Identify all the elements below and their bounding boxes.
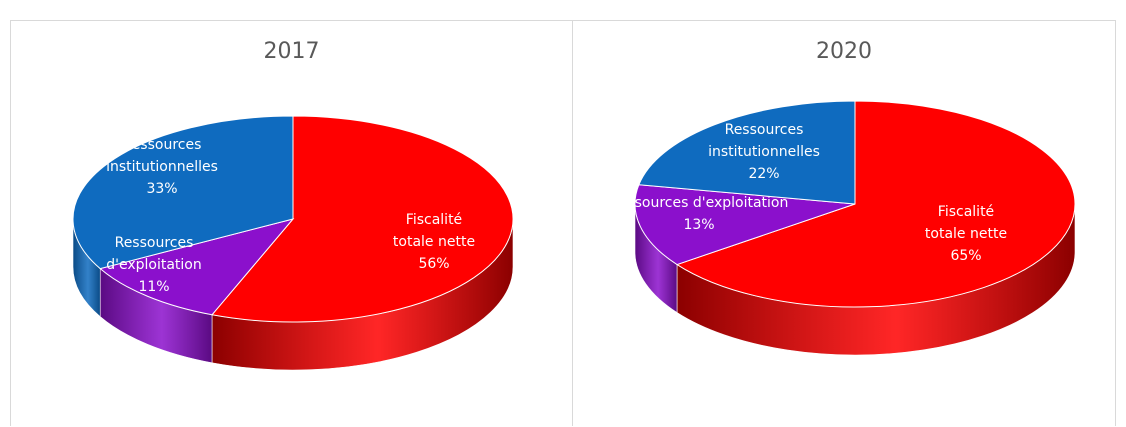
chart-panel-2017: 2017 Fiscalité totale nette 56% Ressources d… xyxy=(10,20,573,426)
pie-slice-fiscalit-totale-nette xyxy=(211,115,514,323)
data-label-fiscalit-totale-nette: Fiscalité totale nette 56% xyxy=(393,212,475,272)
chart-title: 2020 xyxy=(816,39,872,64)
pie-chart-2017: Fiscalité totale nette 56% Ressources d'expl… xyxy=(72,115,514,371)
pie-slice-ressources-d-exploitation xyxy=(99,218,295,316)
pie-slice-ressources-institutionnelles xyxy=(638,100,856,205)
pie-slice-fiscalit-totale-nette xyxy=(675,100,1076,308)
data-label-ressources-d-exploitation: Ressources d'exploitation 13% xyxy=(610,195,789,233)
data-label-fiscalit-totale-nette: Fiscalité totale nette 65% xyxy=(925,204,1007,264)
chart-title: 2017 xyxy=(263,39,320,64)
pie-chart-2020: Fiscalité totale nette 65% Ressources d'exp… xyxy=(610,100,1076,356)
data-label-ressources-d-exploitation: Ressources d'exploitation 11% xyxy=(106,235,202,295)
chart-panel-2020: 2020 Fiscalité totale nette 65% Ressources … xyxy=(572,20,1116,426)
data-label-ressources-institutionnelles: Ressources institutionnelles 33% xyxy=(106,137,218,197)
pie-slice-ressources-d-exploitation xyxy=(634,184,856,266)
data-label-ressources-institutionnelles: Ressources institutionnelles 22% xyxy=(708,122,820,182)
pie-slice-ressources-institutionnelles xyxy=(72,115,294,270)
